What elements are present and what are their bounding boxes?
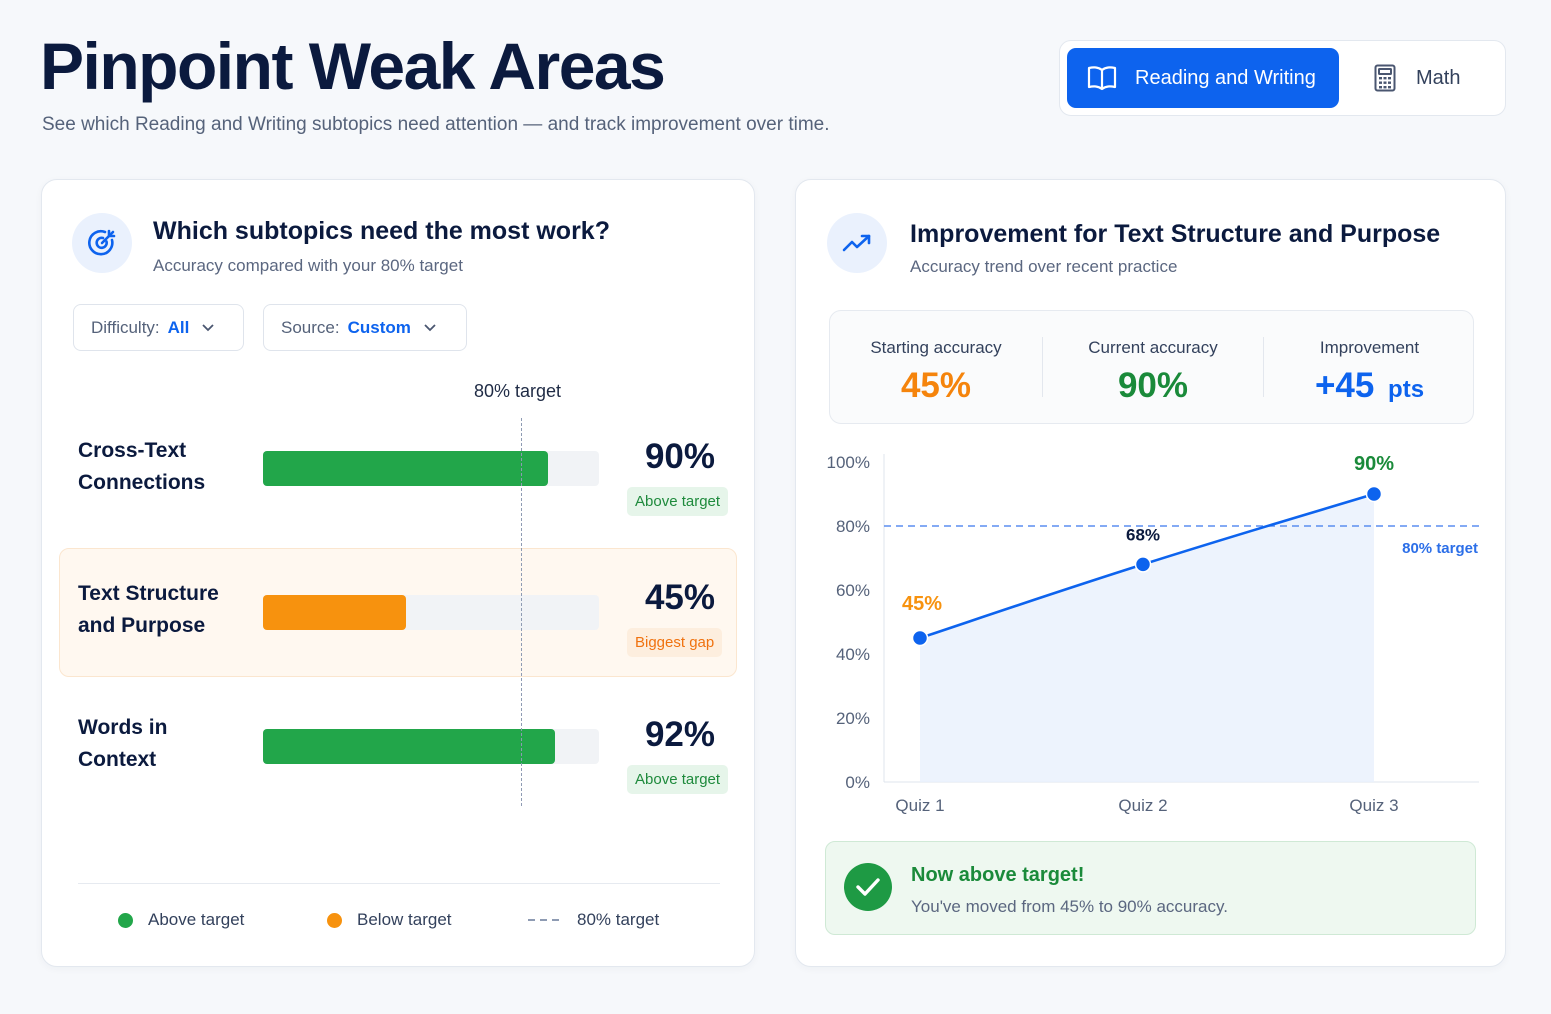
tab-reading-and-writing[interactable]: Reading and Writing [1067,48,1339,108]
stat-label: Starting accuracy [870,338,1002,357]
y-tick-label: 80% [836,517,870,536]
accuracy-bar-track [263,595,599,630]
target-line-label: 80% target [1402,540,1478,557]
accuracy-bar-track [263,451,599,486]
success-text: You've moved from 45% to 90% accuracy. [911,897,1228,916]
subtopic-label-line: Cross-Text [78,439,187,462]
accuracy-bar [263,729,555,764]
y-tick-label: 0% [845,773,870,792]
data-point [911,629,929,647]
check-icon [844,863,892,911]
status-badge: Biggest gap [627,628,723,657]
legend-target-label: 80% target [577,910,660,929]
subtopics-card: Which subtopics need the most work? Accu… [41,179,755,967]
legend-above: Above target [118,910,244,930]
target-icon [72,213,132,273]
subtopic-label-line: Words in [78,716,168,739]
stats-panel: Starting accuracy 45% Current accuracy 9… [829,310,1474,424]
target-label: 80% target [474,381,562,401]
stat-value: 90% [1117,366,1189,405]
calculator-icon [1374,64,1396,92]
chevron-down-icon [423,323,437,333]
improvement-subtitle: Accuracy trend over recent practice [910,257,1178,276]
target-line [521,418,522,806]
stat-improvement: Improvement +45 pts [1264,311,1475,425]
y-tick-label: 60% [836,581,870,600]
green-dot-icon [118,912,133,928]
data-label: 90% [1354,453,1394,475]
improvement-chart: 0% 20% 40% 60% 80% 100% Quiz 1 Quiz 2 Quiz 3 80% … [827,453,1479,815]
page-subtitle: See which Reading and Writing subtopics … [42,114,830,135]
stat-divider [1042,337,1043,397]
tab-reading-and-writing-label: Reading and Writing [1135,66,1316,89]
y-tick-label: 40% [836,645,870,664]
status-badge: Above target [627,487,729,516]
difficulty-filter-label: Difficulty: [91,317,160,337]
subtopic-label-line: and Purpose [78,614,206,637]
source-filter[interactable]: Source: Custom [263,304,467,351]
row-highlight [59,548,737,677]
stat-label: Improvement [1319,338,1420,357]
stat-value: 45% [900,366,972,405]
legend-target: 80% target [528,910,659,930]
data-point [1134,556,1152,573]
book-icon [1087,65,1117,91]
y-tick-label: 20% [836,709,870,728]
legend-above-label: Above target [148,910,245,929]
tab-math[interactable]: Math [1360,48,1490,108]
x-tick-label: Quiz 1 [895,796,944,815]
accuracy-value: 90% [644,437,716,476]
improvement-card: Improvement for Text Structure and Purpo… [795,179,1506,967]
accuracy-value: 92% [644,715,716,754]
stat-label: Current accuracy [1088,338,1218,357]
accuracy-value: 45% [644,578,716,617]
legend-below: Below target [327,910,452,930]
accuracy-bar [263,595,406,630]
stat-divider [1263,337,1264,397]
trend-up-icon [827,213,887,273]
difficulty-filter-value: All [167,317,190,337]
page-title: Pinpoint Weak Areas [40,29,666,103]
subtopic-label-line: Text Structure [78,582,219,605]
source-filter-label: Source: [281,317,340,337]
subtopic-label-line: Context [78,748,157,771]
tab-math-label: Math [1416,66,1461,89]
orange-dot-icon [327,912,342,928]
data-label: 45% [902,593,942,615]
stat-value-unit: pts [1388,376,1425,403]
subtopic-label: Text Structure and Purpose [78,578,219,642]
improvement-title: Improvement for Text Structure and Purpo… [910,220,1441,248]
subtopics-title: Which subtopics need the most work? [153,217,610,245]
x-tick-label: Quiz 2 [1118,796,1167,815]
data-point [1365,485,1383,503]
area-fill [920,494,1374,782]
accuracy-bar [263,451,549,486]
x-tick-label: Quiz 3 [1349,796,1398,815]
source-filter-value: Custom [347,317,411,337]
accuracy-bar-track [263,729,599,764]
subtopic-label-line: Connections [78,471,206,494]
subtopic-label: Words in Context [78,712,167,776]
success-banner: Now above target! You've moved from 45% … [825,841,1476,935]
difficulty-filter[interactable]: Difficulty: All [73,304,244,351]
status-badge: Above target [627,765,729,794]
legend-divider [78,883,720,884]
y-tick-label: 100% [827,453,870,472]
subtopic-label: Cross-Text Connections [78,435,205,499]
chevron-down-icon [201,323,215,333]
subtopics-subtitle: Accuracy compared with your 80% target [153,256,463,275]
success-title: Now above target! [911,864,1085,886]
dashed-line-icon [528,918,562,922]
subject-switch: Reading and Writing Math [1059,40,1506,116]
legend-below-label: Below target [357,910,452,929]
stat-value-number: +45 [1314,366,1375,405]
data-label: 68% [1126,525,1160,544]
stat-current: Current accuracy 90% [1043,311,1263,425]
stat-value: +45 pts [1264,366,1475,406]
stat-starting: Starting accuracy 45% [830,311,1042,425]
